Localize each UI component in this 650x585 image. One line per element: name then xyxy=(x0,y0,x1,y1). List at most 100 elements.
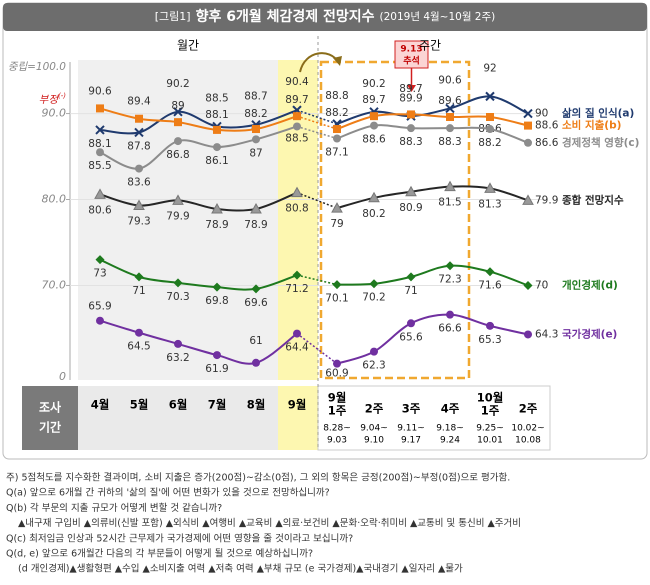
footnote: Q(c) 최저임금 인상과 52시간 근무제가 국가경제에 어떤 영향을 줄 것… xyxy=(6,532,353,544)
annotation: 9.13 xyxy=(400,45,422,55)
marker xyxy=(174,339,182,348)
value-label: 80.8 xyxy=(285,203,308,215)
marker xyxy=(524,330,532,339)
marker xyxy=(485,91,495,102)
marker xyxy=(445,261,455,271)
y-tick-label: 90.0 xyxy=(42,107,67,120)
value-label: 89.7 xyxy=(362,94,385,106)
neutral-label: 중립=100.0 xyxy=(8,61,66,73)
annotation-arrow-head xyxy=(407,85,416,92)
value-label: 69.8 xyxy=(205,295,228,307)
x-tick-label: 6월 xyxy=(169,398,188,412)
value-label: 61 xyxy=(249,335,262,347)
date-range: 9.18~ xyxy=(436,424,464,434)
value-label: 88.6 xyxy=(362,134,386,146)
legend-label: 소비 지출(b) xyxy=(562,119,621,132)
marker xyxy=(96,148,104,157)
legend-label: 개인경제(d) xyxy=(562,278,618,291)
value-label: 64.3 xyxy=(535,328,558,340)
marker xyxy=(252,358,260,367)
value-label: 90.4 xyxy=(285,76,309,88)
figure-label: [그림1] xyxy=(155,10,191,23)
marker xyxy=(133,199,145,211)
period-header: 조사 xyxy=(39,400,61,415)
date-range: 9.25~ xyxy=(476,424,504,434)
date-range: 9.10 xyxy=(364,436,384,446)
value-label: 78.9 xyxy=(205,219,228,231)
x-tick-label: 3주 xyxy=(402,402,421,416)
date-range: 10.02~ xyxy=(511,424,544,434)
value-label: 88.2 xyxy=(244,108,267,120)
marker xyxy=(370,347,378,356)
x-tick-label: 4주 xyxy=(441,402,460,416)
value-label: 71 xyxy=(404,285,417,297)
value-label: 69.6 xyxy=(244,297,268,309)
footnote: 주) 5점척도를 지수화한 결과이며, 소비 지출은 증가(200점)~감소(0… xyxy=(6,472,510,484)
value-label: 65.3 xyxy=(478,334,501,346)
marker xyxy=(446,310,454,319)
marker xyxy=(406,272,416,282)
annotation-box xyxy=(394,40,429,69)
chart-subtitle: (2019년 4월~10월 2주) xyxy=(380,11,496,23)
marker xyxy=(251,284,261,294)
legend-label: 종합 전망지수 xyxy=(562,193,624,206)
marker xyxy=(486,113,494,122)
marker xyxy=(484,182,496,193)
backgrounds xyxy=(22,36,551,451)
value-label: 81.5 xyxy=(438,197,461,209)
x-tick-label: 8월 xyxy=(247,398,266,412)
marker xyxy=(446,113,454,122)
date-range: 9.24 xyxy=(440,436,460,446)
value-label: 92 xyxy=(483,62,496,74)
marker xyxy=(407,110,415,119)
marker xyxy=(173,107,183,117)
value-label: 71.2 xyxy=(285,283,308,295)
value-label: 88.2 xyxy=(325,107,348,119)
value-label: 88.3 xyxy=(438,136,461,148)
value-label: 70 xyxy=(535,279,548,291)
value-label: 79.9 xyxy=(166,210,189,222)
footnote: (d 개인경제)▲생활형편 ▲수입 ▲소비지출 여력 ▲저축 여력 ▲부채 규모… xyxy=(18,563,463,575)
marker xyxy=(523,108,533,119)
value-label: 60.9 xyxy=(325,368,348,380)
marker xyxy=(407,124,415,133)
value-label: 63.2 xyxy=(166,352,189,364)
x-tick-label: 5월 xyxy=(130,398,149,412)
value-label: 80.2 xyxy=(362,208,385,220)
value-label: 88.1 xyxy=(88,138,111,150)
date-range: 9.11~ xyxy=(397,424,425,434)
marker xyxy=(211,202,223,214)
y-tick-label: 80.0 xyxy=(42,193,67,206)
series-line xyxy=(99,109,298,135)
date-range: 10.08 xyxy=(515,436,541,446)
value-label: 89.9 xyxy=(399,92,422,104)
marker xyxy=(524,121,532,130)
marker xyxy=(405,185,417,197)
value-label: 88.3 xyxy=(399,136,422,148)
marker xyxy=(135,328,143,337)
marker xyxy=(291,186,303,198)
value-label: 89.7 xyxy=(285,94,308,106)
footnote: ▲내구재 구입비 ▲의류비(신발 포함) ▲외식비 ▲여행비 ▲교육비 ▲의료·… xyxy=(18,517,521,529)
value-label: 62.3 xyxy=(362,360,385,372)
date-range: 9.03 xyxy=(327,436,347,446)
marker xyxy=(370,121,378,130)
legend-label: 경제정책 영향(c) xyxy=(562,136,639,149)
legend-label: 삶의 질 인식(a) xyxy=(562,107,634,120)
series-line xyxy=(99,191,298,212)
x-tick-label: 1주 xyxy=(328,404,347,418)
section-label: 월간 xyxy=(177,39,199,53)
value-label: 88.5 xyxy=(205,92,228,104)
value-label: 90.6 xyxy=(88,85,112,97)
value-label: 79.3 xyxy=(127,216,150,228)
marker xyxy=(134,127,144,138)
x-tick-label: 2주 xyxy=(365,402,384,416)
x-tick-label: 9월 xyxy=(328,391,347,405)
value-label: 88.8 xyxy=(325,90,348,102)
legend-label: 국가경제(e) xyxy=(562,327,617,340)
marker xyxy=(174,137,182,146)
value-label: 89.4 xyxy=(127,96,151,108)
value-label: 80.9 xyxy=(399,202,422,214)
annotation: 추석 xyxy=(403,55,420,67)
